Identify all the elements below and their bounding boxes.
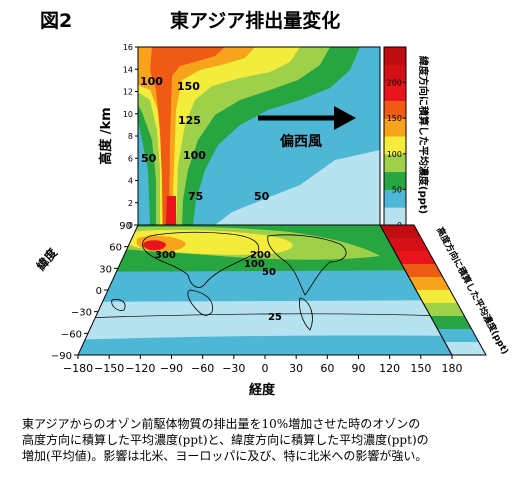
y-tick-label: 16: [123, 43, 133, 52]
contour-label: 100: [183, 149, 206, 162]
map-y-label: 緯度: [33, 244, 61, 273]
caption: 東アジアからのオゾン前駆体物質の排出量を10%増加させた時のオゾンの 高度方向に…: [22, 416, 512, 464]
upper-colorbar-label: 緯度方向に積算した平均濃度(ppt): [417, 56, 430, 214]
contour-label: 200: [250, 250, 271, 261]
y-tick-label: 30: [99, 264, 112, 275]
y-tick-label: 14: [123, 65, 133, 74]
x-tick-label: −180: [63, 362, 93, 375]
cross-section-y-axis: 0 2 4 6 8 10 12 14 16: [123, 43, 138, 230]
contour-band-200: [166, 196, 176, 225]
figure-label: 図2: [40, 10, 73, 32]
colorbar-segment: [444, 342, 486, 355]
colorbar-segment: [380, 225, 422, 238]
contour-label: 125: [178, 114, 201, 127]
contour-label: 50: [141, 152, 157, 165]
colorbar-segment: [437, 329, 479, 342]
contour-label: 50: [254, 190, 270, 203]
x-tick-label: 60: [320, 362, 334, 375]
x-tick-label: 150: [410, 362, 431, 375]
caption-line: 増加(平均値)。影響は北米、ヨーロッパに及び、特に北米への影響が強い。: [22, 449, 428, 463]
map-band-cyan-south: [78, 335, 452, 355]
map-y-axis: −90 −60 −30 0 30 60 90: [51, 221, 138, 362]
y-tick-label: 4: [128, 177, 133, 186]
colorbar-segment: [394, 251, 436, 264]
x-tick-label: 120: [379, 362, 400, 375]
contour-label: 150: [177, 80, 200, 93]
coastlines: [111, 231, 347, 331]
colorbar-segment: [423, 303, 465, 316]
y-tick-label: 0: [128, 221, 133, 230]
y-tick-label: 6: [128, 154, 133, 163]
colorbar-tick-label: 100: [387, 150, 402, 159]
x-tick-label: −30: [222, 362, 245, 375]
x-tick-label: −120: [125, 362, 155, 375]
colorbar-tick-label: 50: [392, 185, 402, 194]
colorbar-segment: [384, 189, 406, 208]
contour-label: 100: [140, 75, 163, 88]
colorbar-segment: [430, 316, 472, 329]
contour-label: 25: [268, 312, 282, 323]
colorbar-segment: [384, 100, 406, 119]
contour-band-175: [150, 47, 225, 225]
y-tick-label: 90: [119, 221, 132, 232]
map-band-cyan: [78, 268, 452, 302]
map-band-red: [143, 240, 166, 251]
x-tick-label: −90: [160, 362, 183, 375]
colorbar-segment: [384, 64, 406, 84]
colorbar-tick-label: 200: [387, 79, 402, 88]
x-tick-label: 30: [289, 362, 303, 375]
westerly-label: 偏西風: [280, 133, 322, 150]
colorbar-segment: [401, 264, 443, 277]
y-tick-label: −90: [51, 351, 72, 362]
x-tick-label: −60: [191, 362, 214, 375]
y-tick-label: 10: [123, 110, 133, 119]
colorbar-segment: [384, 82, 406, 101]
contour-label: 50: [262, 267, 276, 278]
colorbar-segment: [384, 136, 406, 155]
y-tick-label: 8: [128, 132, 133, 141]
colorbar-segment: [384, 171, 406, 190]
contour-line-25: [79, 313, 447, 319]
y-tick-label: −30: [71, 308, 92, 319]
x-tick-label: 90: [352, 362, 366, 375]
figure-title: 東アジア排出量変化: [170, 10, 341, 32]
colorbar-segment: [384, 118, 406, 137]
colorbar-segment: [384, 153, 406, 173]
contour-label: 300: [155, 250, 176, 261]
contour-label: 75: [188, 190, 203, 203]
map-x-label: 経度: [249, 382, 276, 398]
contour-label: 100: [244, 259, 265, 270]
cross-section-contour-labels: 150 100 125 100 50 75 50: [140, 75, 270, 203]
caption-line: 高度方向に積算した平均濃度(ppt)と、緯度方向に積算した平均濃度(ppt)の: [22, 433, 429, 447]
y-tick-label: 0: [96, 286, 102, 297]
y-tick-label: 60: [109, 243, 122, 254]
colorbar-segment: [384, 207, 406, 226]
y-tick-label: 2: [128, 199, 133, 208]
colorbar-segment: [408, 277, 450, 290]
colorbar-segment: [387, 238, 429, 251]
colorbar-frame: [379, 224, 487, 356]
caption-line: 東アジアからのオゾン前駆体物質の排出量を10%増加させた時のオゾンの: [22, 417, 421, 431]
colorbar-segment: [416, 290, 458, 303]
x-tick-label: 180: [442, 362, 463, 375]
map-x-axis: −180 −150 −120 −90 −60 −30 0 30 60 90 120 150 180: [63, 355, 463, 375]
upper-colorbar: 050100150200 緯度方向に積算した平均濃度(ppt): [383, 46, 430, 230]
colorbar-tick-label: 150: [387, 114, 402, 123]
y-tick-label: −60: [61, 329, 82, 340]
cross-section-y-label: 高度 /km: [98, 107, 114, 164]
y-tick-label: 12: [123, 88, 133, 97]
colorbar-segment: [384, 47, 406, 66]
x-tick-label: 0: [262, 362, 269, 375]
x-tick-label: −150: [94, 362, 124, 375]
westerly-arrow-head: [334, 106, 356, 130]
